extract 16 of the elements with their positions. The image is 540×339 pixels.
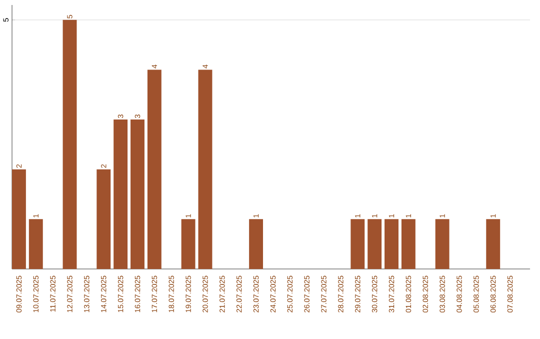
bar xyxy=(181,219,196,270)
bar xyxy=(384,219,398,270)
bar xyxy=(486,219,500,270)
bar xyxy=(350,219,365,270)
bar xyxy=(62,20,77,270)
bar xyxy=(435,219,450,270)
bar xyxy=(368,219,382,270)
bar xyxy=(28,219,43,270)
bar xyxy=(12,169,26,270)
bar xyxy=(96,169,111,270)
bar xyxy=(147,70,162,270)
bar xyxy=(114,120,128,270)
bar xyxy=(130,120,144,270)
bar xyxy=(401,219,416,270)
bar xyxy=(198,70,212,270)
bar xyxy=(249,219,264,270)
